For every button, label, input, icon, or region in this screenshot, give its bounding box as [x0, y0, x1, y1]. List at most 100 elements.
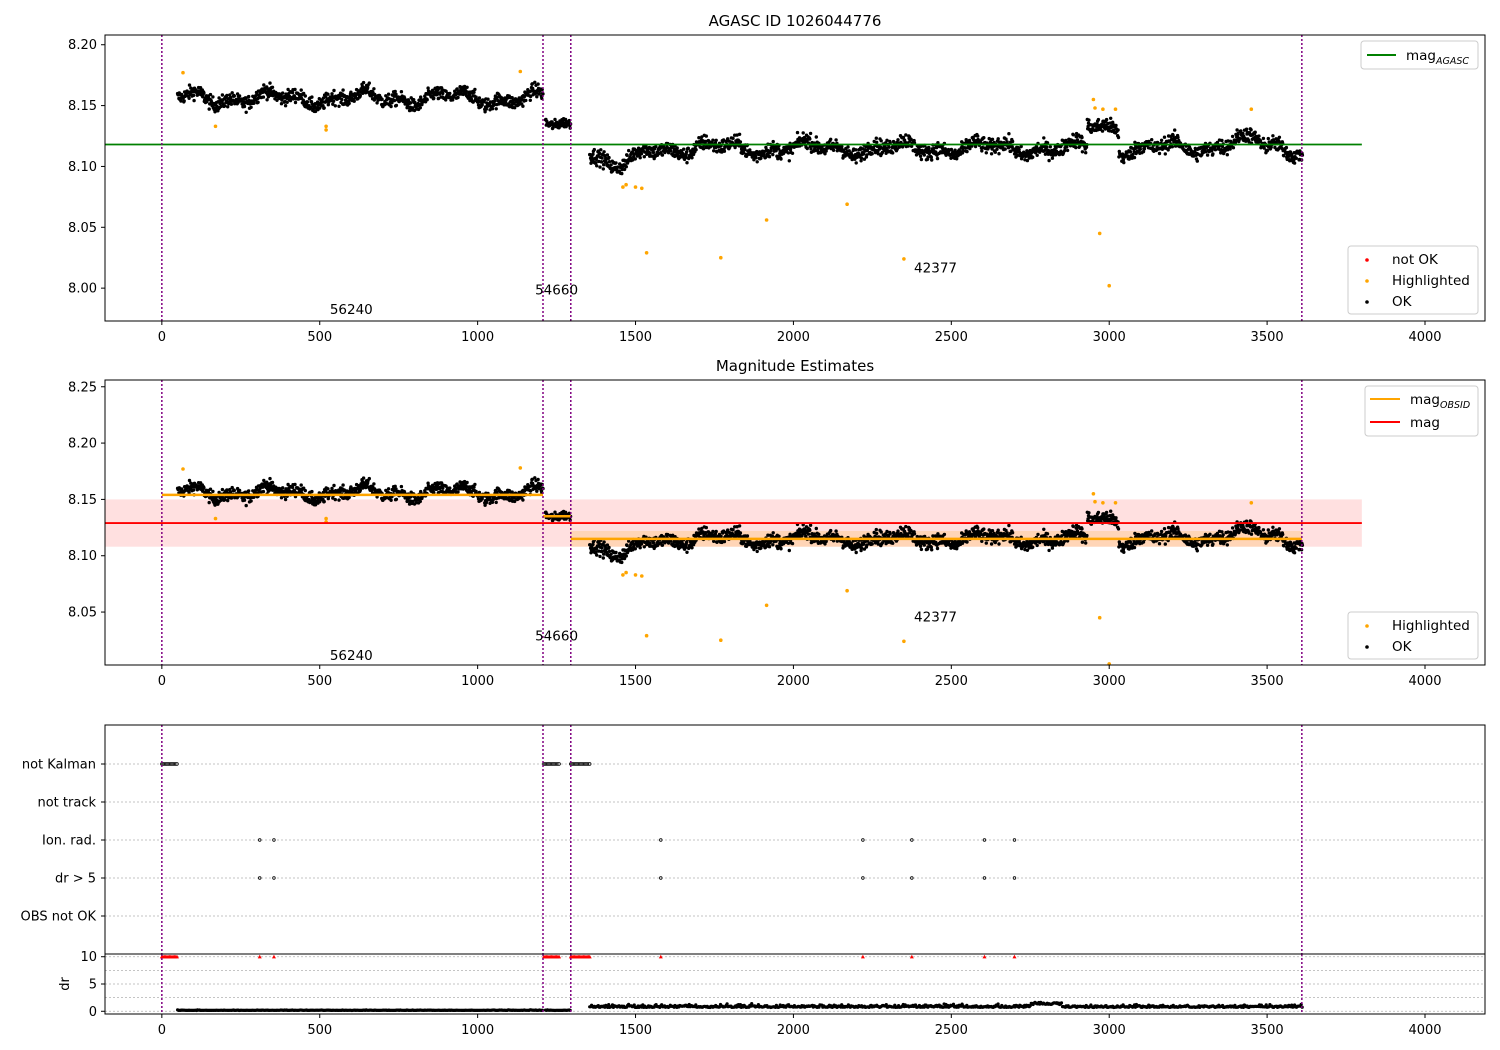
ok-point [413, 100, 417, 105]
x-tick-label: 3000 [1093, 330, 1126, 345]
ok-point [601, 556, 605, 560]
ok-point [530, 477, 534, 481]
ok-point [244, 503, 248, 508]
ok-point [1015, 543, 1020, 548]
ok-point [320, 100, 325, 104]
ok-point [591, 542, 595, 547]
ok-point [627, 539, 631, 543]
ok-point [993, 540, 997, 545]
ok-point [563, 117, 568, 122]
ok-point [283, 104, 288, 108]
ok-point [394, 103, 399, 108]
ok-point [624, 165, 628, 169]
ok-point [340, 97, 344, 102]
ok-point [1127, 156, 1132, 160]
ok-point [268, 476, 272, 481]
ok-point [912, 532, 917, 536]
ok-point [1104, 117, 1109, 122]
ok-point [642, 155, 646, 159]
ok-point [1031, 155, 1035, 159]
ok-point [192, 98, 196, 103]
ok-point [602, 150, 606, 154]
ok-point [303, 488, 307, 493]
ok-point [1235, 128, 1239, 132]
ok-point [389, 104, 393, 109]
ok-point [601, 167, 605, 171]
ok-point [393, 484, 397, 488]
ok-point [347, 101, 351, 106]
ok-point [419, 489, 423, 494]
ok-point [642, 545, 646, 549]
ok-point [885, 138, 889, 142]
ok-point [322, 499, 326, 504]
ok-point [1042, 136, 1046, 140]
ok-point [411, 499, 415, 504]
ok-point [187, 96, 191, 101]
ok-point [1036, 532, 1040, 537]
ok-point [786, 541, 791, 545]
x-tick-label: 2500 [935, 330, 968, 345]
ok-point [326, 92, 330, 96]
ok-point [875, 531, 879, 536]
ok-point [976, 526, 980, 530]
ok-point [207, 107, 211, 111]
ok-point [521, 104, 525, 108]
ok-point [771, 543, 775, 547]
ok-point [904, 133, 908, 137]
ok-point [394, 92, 398, 97]
ok-point [418, 499, 422, 504]
ok-point [965, 540, 969, 544]
ok-point [597, 542, 602, 546]
ok-point [684, 545, 688, 550]
ok-point [202, 486, 206, 490]
ok-point [191, 488, 196, 492]
ok-point [904, 524, 908, 529]
ok-point [1042, 527, 1046, 531]
ok-point [1004, 137, 1008, 141]
ok-point [229, 496, 234, 500]
ok-point [927, 145, 931, 150]
ok-point [622, 556, 627, 561]
ok-point [600, 156, 604, 160]
ok-point [874, 136, 878, 140]
ok-point [665, 145, 669, 150]
ok-point [232, 488, 236, 493]
ok-point [418, 106, 422, 110]
ok-point [261, 95, 266, 99]
ok-point [490, 500, 495, 504]
ok-point [249, 105, 253, 110]
ok-point [883, 148, 887, 153]
x-tick-label: 4000 [1408, 330, 1441, 345]
ok-point [605, 543, 610, 547]
ok-point [690, 156, 694, 160]
ok-point [990, 529, 995, 533]
ok-point [681, 152, 685, 156]
ok-point [208, 487, 213, 491]
ok-point [531, 86, 535, 91]
ok-point [896, 138, 900, 142]
ok-point [256, 100, 260, 105]
ok-point [733, 145, 737, 150]
ok-point [660, 153, 665, 157]
x-tick-label: 500 [307, 330, 332, 345]
ok-point [755, 160, 759, 164]
ok-point [1215, 140, 1220, 145]
ok-point [936, 141, 940, 145]
ok-point [399, 484, 404, 489]
ok-point [1010, 139, 1015, 144]
ok-point [1253, 130, 1257, 134]
ok-point [441, 91, 445, 96]
ok-point [313, 503, 318, 507]
ok-point [1131, 152, 1135, 157]
ok-point [528, 98, 532, 103]
ok-point [361, 476, 366, 480]
ok-point [949, 156, 953, 160]
ok-point [230, 485, 234, 490]
ok-point [609, 163, 613, 167]
ok-point [633, 547, 637, 551]
ok-point [372, 87, 376, 91]
ok-point [1173, 128, 1177, 132]
ok-point [918, 154, 923, 158]
ok-point [919, 547, 924, 552]
ok-point [704, 134, 708, 138]
